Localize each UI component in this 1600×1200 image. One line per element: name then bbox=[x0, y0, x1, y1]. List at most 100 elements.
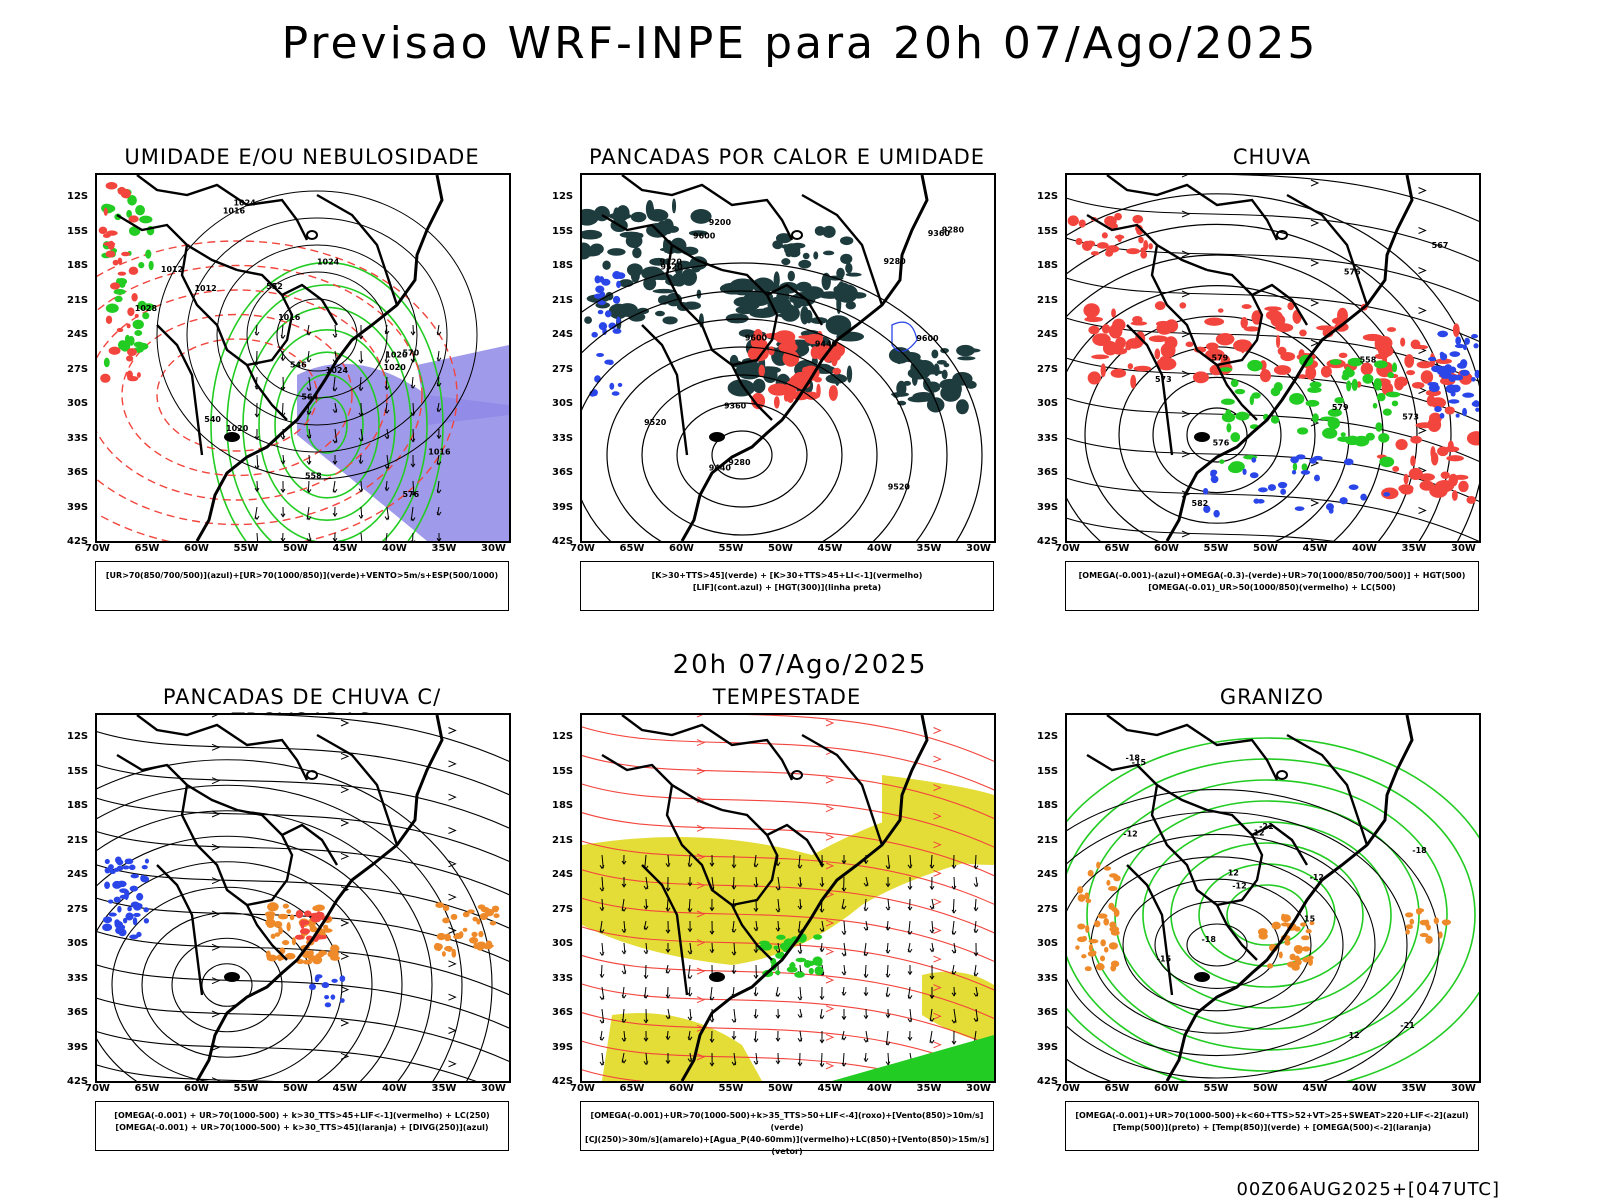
contour-label: 12 bbox=[1349, 1031, 1360, 1040]
contour-label: 570 bbox=[402, 348, 419, 357]
contour-label: 12 bbox=[1228, 869, 1239, 878]
lon-tick-label: 55W bbox=[1203, 1083, 1229, 1094]
lat-tick-label: 12S bbox=[67, 731, 89, 742]
lon-tick-label: 40W bbox=[382, 543, 407, 554]
lat-tick-label: 15S bbox=[552, 765, 574, 777]
lat-tick-label: 36S bbox=[1037, 1007, 1059, 1018]
lon-tick-label: 40W bbox=[382, 1083, 407, 1094]
lat-tick-label: 42S bbox=[552, 536, 574, 547]
lon-tick-label: 30W bbox=[966, 1083, 991, 1094]
lat-tick-label: 30S bbox=[1037, 938, 1059, 949]
lon-tick-label: 60W bbox=[184, 1083, 209, 1094]
lon-tick-label: 50W bbox=[283, 543, 308, 554]
lat-tick-label: 15S bbox=[67, 225, 89, 237]
contour-label: 15 bbox=[1304, 914, 1316, 923]
coastline-and-borders bbox=[116, 715, 444, 1081]
legend-line: [OMEGA(-0.001)+UR>70(1000-500)+k>35_TTS>… bbox=[590, 1111, 984, 1132]
lon-tick-label: 50W bbox=[768, 543, 793, 554]
lat-tick-label: 39S bbox=[1037, 501, 1059, 513]
contour-label: 573 bbox=[1402, 412, 1419, 421]
lon-tick-label: 40W bbox=[867, 1083, 892, 1094]
lon-tick-label: 35W bbox=[431, 543, 457, 554]
lon-tick-label: 35W bbox=[916, 543, 942, 554]
contour-labels: 582 579 579 576 573 576 573 567 558 bbox=[1155, 241, 1448, 508]
contour-labels: 9600 9600 9600 9520 9520 9520 9440 9440 9360 9360… bbox=[644, 218, 964, 492]
contour-label: 540 bbox=[204, 415, 221, 424]
lat-tick-label: 30S bbox=[67, 398, 89, 409]
legend-line: [OMEGA(-0.001) + UR>70(1000-500) + k>30_… bbox=[115, 1123, 489, 1132]
lon-tick-label: 30W bbox=[481, 543, 506, 554]
contour-label: 579 bbox=[1212, 354, 1229, 363]
coastline-and-borders bbox=[601, 175, 929, 541]
lon-tick-label: 35W bbox=[916, 1083, 942, 1094]
contour-label: 1024 bbox=[326, 366, 349, 375]
lat-tick-label: 12S bbox=[1037, 731, 1059, 742]
coastline-and-borders bbox=[601, 715, 929, 1081]
contour-label: 9520 bbox=[888, 483, 911, 492]
lat-tick-label: 27S bbox=[1037, 363, 1059, 375]
legend-line: [OMEGA(-0.01)_UR>50(1000/850)(vermelho) … bbox=[1148, 583, 1396, 592]
contour-label: 567 bbox=[1432, 241, 1449, 250]
lon-tick-label: 65W bbox=[134, 1083, 160, 1094]
contour-label: 576 bbox=[1213, 438, 1230, 447]
lon-tick-label: 70W bbox=[1055, 543, 1080, 554]
contour-label: -18 bbox=[1126, 753, 1141, 762]
run-timestamp: 00Z06AUG2025+[047UTC] bbox=[1236, 1179, 1500, 1200]
lon-tick-label: 45W bbox=[1302, 1083, 1328, 1094]
lon-tick-label: 40W bbox=[867, 543, 892, 554]
lon-tick-label: 70W bbox=[570, 1083, 595, 1094]
panel-pancadas-calor: PANCADAS POR CALOR E UMIDADE 9600 9600 9600… bbox=[552, 145, 1070, 615]
lat-tick-label: 21S bbox=[552, 834, 574, 846]
lon-tick-label: 40W bbox=[1352, 1083, 1377, 1094]
lon-tick-label: 65W bbox=[1104, 543, 1130, 554]
lat-tick-label: 30S bbox=[67, 938, 89, 949]
contour-label: 552 bbox=[266, 282, 283, 291]
lat-tick-label: 24S bbox=[67, 329, 89, 340]
lat-tick-label: 36S bbox=[552, 467, 574, 478]
lat-tick-label: 18S bbox=[67, 800, 89, 811]
lat-tick-label: 33S bbox=[552, 432, 574, 444]
legend-box: [OMEGA(-0.001) + UR>70(1000-500) + k>30_… bbox=[95, 1101, 509, 1151]
contour-label: 1016 bbox=[428, 448, 451, 457]
coastline-and-borders bbox=[116, 175, 444, 541]
lat-tick-label: 21S bbox=[67, 834, 89, 846]
legend-line: [OMEGA(-0.001)+UR>70(1000-500)+k<60+TTS>… bbox=[1075, 1111, 1469, 1120]
contour-label: 582 bbox=[1192, 499, 1209, 508]
lon-tick-label: 70W bbox=[570, 543, 595, 554]
lat-tick-label: 12S bbox=[1037, 191, 1059, 202]
lat-tick-label: 36S bbox=[1037, 467, 1059, 478]
lat-tick-label: 33S bbox=[1037, 432, 1059, 444]
lat-tick-label: 36S bbox=[67, 467, 89, 478]
contour-label: 1020 bbox=[384, 363, 407, 372]
legend-line: [K>30+TTS>45](verde) + [K>30+TTS>45+LI<-… bbox=[651, 571, 923, 580]
lat-tick-label: 33S bbox=[552, 972, 574, 984]
lat-tick-label: 33S bbox=[67, 972, 89, 984]
contour-label: 558 bbox=[305, 472, 322, 481]
lat-tick-label: 30S bbox=[552, 938, 574, 949]
contour-label: -21 bbox=[1259, 822, 1274, 831]
contour-label: 1020 bbox=[226, 424, 249, 433]
contour-label: 1012 bbox=[161, 265, 183, 274]
lon-tick-label: 60W bbox=[184, 543, 209, 554]
lat-tick-label: 27S bbox=[67, 363, 89, 375]
lat-tick-label: 27S bbox=[552, 903, 574, 915]
lat-tick-label: 39S bbox=[67, 501, 89, 513]
contour-label: 9360 bbox=[724, 402, 747, 411]
lat-tick-label: 18S bbox=[67, 260, 89, 271]
forecast-time-label: 20h 07/Ago/2025 bbox=[672, 650, 928, 680]
legend-line: [Temp(500)](preto) + [Temp(850)](verde) … bbox=[1112, 1123, 1432, 1132]
legend-line: [OMEGA(-0.001) + UR>70(1000-500) + k>30_… bbox=[114, 1111, 490, 1120]
contour-label: 12 bbox=[1253, 828, 1264, 837]
contour-label: 9440 bbox=[815, 339, 838, 348]
lat-tick-label: 42S bbox=[67, 1076, 89, 1087]
lon-tick-label: 50W bbox=[1253, 1083, 1278, 1094]
lat-tick-label: 42S bbox=[552, 1076, 574, 1087]
contour-label: 9440 bbox=[709, 464, 732, 473]
lon-tick-label: 35W bbox=[1401, 543, 1427, 554]
contour-label: -18 bbox=[1202, 935, 1217, 944]
lat-tick-label: 18S bbox=[552, 260, 574, 271]
contour-label: 9520 bbox=[644, 418, 667, 427]
contour-label: 9600 bbox=[916, 334, 939, 343]
contour-label: 9280 bbox=[728, 458, 751, 467]
lon-tick-label: 30W bbox=[1451, 1083, 1476, 1094]
